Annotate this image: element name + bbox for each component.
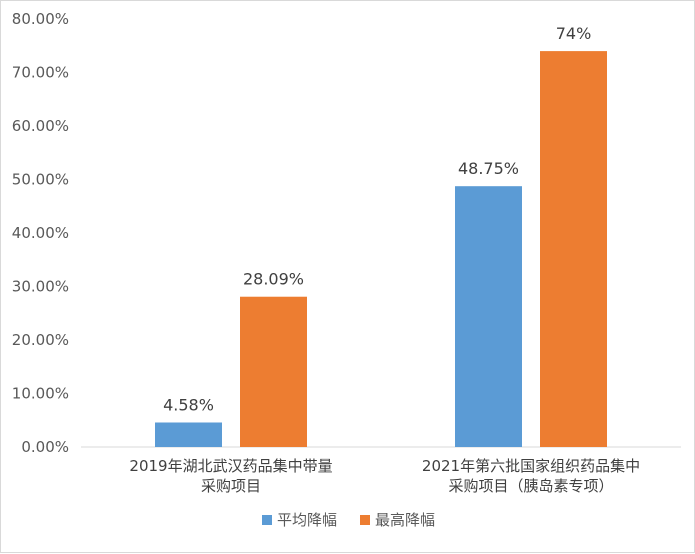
y-tick-label: 0.00%	[21, 438, 69, 456]
bar	[240, 296, 307, 447]
y-tick-label: 30.00%	[12, 278, 69, 296]
legend-swatch	[262, 515, 272, 525]
x-category-label: 2019年湖北武汉药品集中带量	[129, 457, 332, 475]
bar	[540, 51, 607, 447]
x-category-label: 2021年第六批国家组织药品集中	[422, 457, 640, 475]
legend-label: 最高降幅	[375, 511, 435, 529]
x-category-label: 采购项目	[201, 477, 261, 495]
y-tick-label: 10.00%	[12, 385, 69, 403]
legend-swatch	[360, 515, 370, 525]
y-tick-label: 40.00%	[12, 224, 69, 242]
data-label: 28.09%	[243, 270, 304, 289]
y-tick-label: 50.00%	[12, 171, 69, 189]
bar	[155, 422, 222, 447]
y-tick-label: 20.00%	[12, 331, 69, 349]
bar	[455, 186, 522, 447]
y-tick-label: 60.00%	[12, 117, 69, 135]
x-category-label: 采购项目（胰岛素专项）	[448, 477, 613, 495]
y-tick-label: 80.00%	[12, 10, 69, 28]
data-label: 74%	[556, 24, 592, 43]
data-label: 4.58%	[163, 395, 214, 414]
data-label: 48.75%	[458, 159, 519, 178]
legend-label: 平均降幅	[277, 511, 337, 529]
y-tick-label: 70.00%	[12, 64, 69, 82]
